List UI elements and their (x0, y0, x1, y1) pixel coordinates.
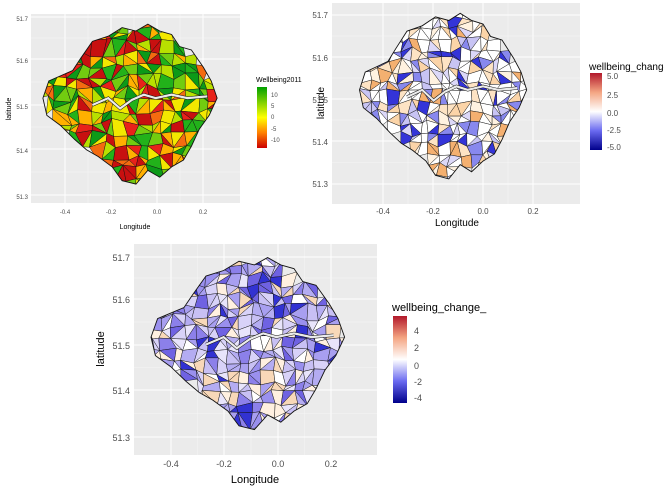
x-tick: -0.2 (426, 207, 440, 216)
legend-tick: -2.5 (607, 126, 621, 135)
x-tick: 0.0 (153, 210, 162, 216)
x-tick: 0.0 (272, 459, 285, 469)
legend-colorbar (590, 73, 602, 150)
y-tick: 51.6 (16, 59, 28, 65)
x-tick: -0.4 (60, 210, 71, 216)
ward-polygon (386, 88, 401, 106)
y-tick: 51.3 (112, 433, 130, 443)
legend-tick: 2.5 (607, 91, 619, 100)
x-tick-labels: -0.4 -0.2 0.0 0.2 (60, 210, 208, 216)
legend-tick: 0.0 (607, 109, 619, 118)
ward-polygon (377, 108, 388, 127)
legend-tick: 5 (271, 104, 275, 110)
x-tick: -0.2 (106, 210, 117, 216)
legend-colorbar (393, 316, 407, 403)
y-tick: 51.7 (16, 17, 28, 23)
legend-tick: 10 (271, 93, 278, 99)
y-tick: 51.5 (16, 105, 28, 111)
y-tick: 51.4 (112, 386, 130, 396)
panel-wellbeing2011: 51.7 51.6 51.5 51.4 51.3 -0.4 -0.2 0.0 0… (6, 14, 302, 231)
x-axis-title: Longitude (435, 218, 479, 229)
y-tick-labels: 51.7 51.6 51.5 51.4 51.3 (312, 11, 328, 189)
river-thames (406, 85, 518, 103)
ward-polygon (158, 39, 175, 54)
ward-polygon (45, 95, 53, 115)
y-tick-labels: 51.7 51.6 51.5 51.4 51.3 (112, 253, 130, 443)
y-axis-title: latitude (95, 331, 107, 366)
y-tick: 51.4 (16, 149, 28, 155)
legend-tick: 5.0 (607, 72, 619, 81)
y-tick: 51.5 (312, 96, 328, 105)
y-axis-title: latitude (316, 86, 327, 119)
y-tick: 51.6 (312, 54, 328, 63)
legend-title: wellbeing_change_ (391, 302, 487, 314)
y-tick: 51.3 (16, 195, 28, 201)
x-tick-labels: -0.4 -0.2 0.0 0.2 (163, 459, 337, 469)
x-tick: 0.2 (527, 207, 539, 216)
ward-cells (42, 24, 218, 185)
legend: wellbeing_change 5.0 2.5 0.0 -2.5 -5.0 (588, 62, 664, 152)
y-tick: 51.6 (112, 295, 130, 305)
legend-tick: -4 (414, 393, 422, 403)
y-tick: 51.4 (312, 138, 328, 147)
panel-wellbeing-change: 51.7 51.6 51.5 51.4 51.3 -0.4 -0.2 0.0 0… (312, 3, 664, 229)
legend-title: Wellbeing2011 (256, 77, 302, 84)
legend-tick: -5.0 (607, 143, 621, 152)
london-boundary (42, 23, 218, 185)
x-tick: -0.2 (216, 459, 232, 469)
y-tick: 51.3 (312, 180, 328, 189)
river-thames (205, 332, 334, 350)
legend: Wellbeing2011 10 5 0 -5 -10 (256, 77, 302, 148)
y-tick: 51.7 (112, 253, 130, 263)
legend-colorbar (257, 87, 267, 148)
ward-polygon (180, 368, 198, 382)
legend-tick: -2 (414, 377, 422, 387)
x-tick: 0.2 (325, 459, 338, 469)
london-boundary (150, 257, 346, 431)
x-tick: 0.0 (477, 207, 489, 216)
x-axis-title: Longitude (231, 474, 279, 486)
x-tick: -0.4 (163, 459, 179, 469)
ward-polygon (486, 38, 501, 52)
choropleth-wards (42, 23, 218, 185)
y-tick: 51.5 (112, 341, 130, 351)
legend-tick: 4 (414, 326, 419, 336)
london-boundary (359, 12, 528, 180)
y-axis-title: latitude (6, 98, 13, 121)
y-tick: 51.7 (312, 11, 328, 20)
ward-polygon (420, 132, 429, 143)
x-axis-title: Longitude (120, 224, 151, 231)
panel-wellbeing-change-underscore: 51.7 51.6 51.5 51.4 51.3 -0.4 -0.2 0.0 0… (95, 244, 487, 486)
legend-tick: 0 (271, 115, 275, 121)
y-tick-labels: 51.7 51.6 51.5 51.4 51.3 (16, 17, 28, 201)
legend-tick: -10 (271, 138, 280, 144)
river-thames (91, 93, 208, 110)
x-tick-labels: -0.4 -0.2 0.0 0.2 (376, 207, 539, 216)
ward-polygon (125, 178, 137, 185)
ward-polygon (77, 109, 93, 126)
legend-tick: -5 (271, 127, 277, 133)
legend: wellbeing_change_ 4 2 0 -2 -4 (391, 302, 487, 403)
ward-polygon (191, 307, 209, 320)
legend-title: wellbeing_change (588, 62, 664, 73)
ward-polygon (229, 264, 243, 275)
x-tick: -0.4 (376, 207, 390, 216)
legend-tick: 2 (414, 343, 419, 353)
x-tick: 0.2 (199, 210, 208, 216)
legend-tick: 0 (414, 361, 419, 371)
